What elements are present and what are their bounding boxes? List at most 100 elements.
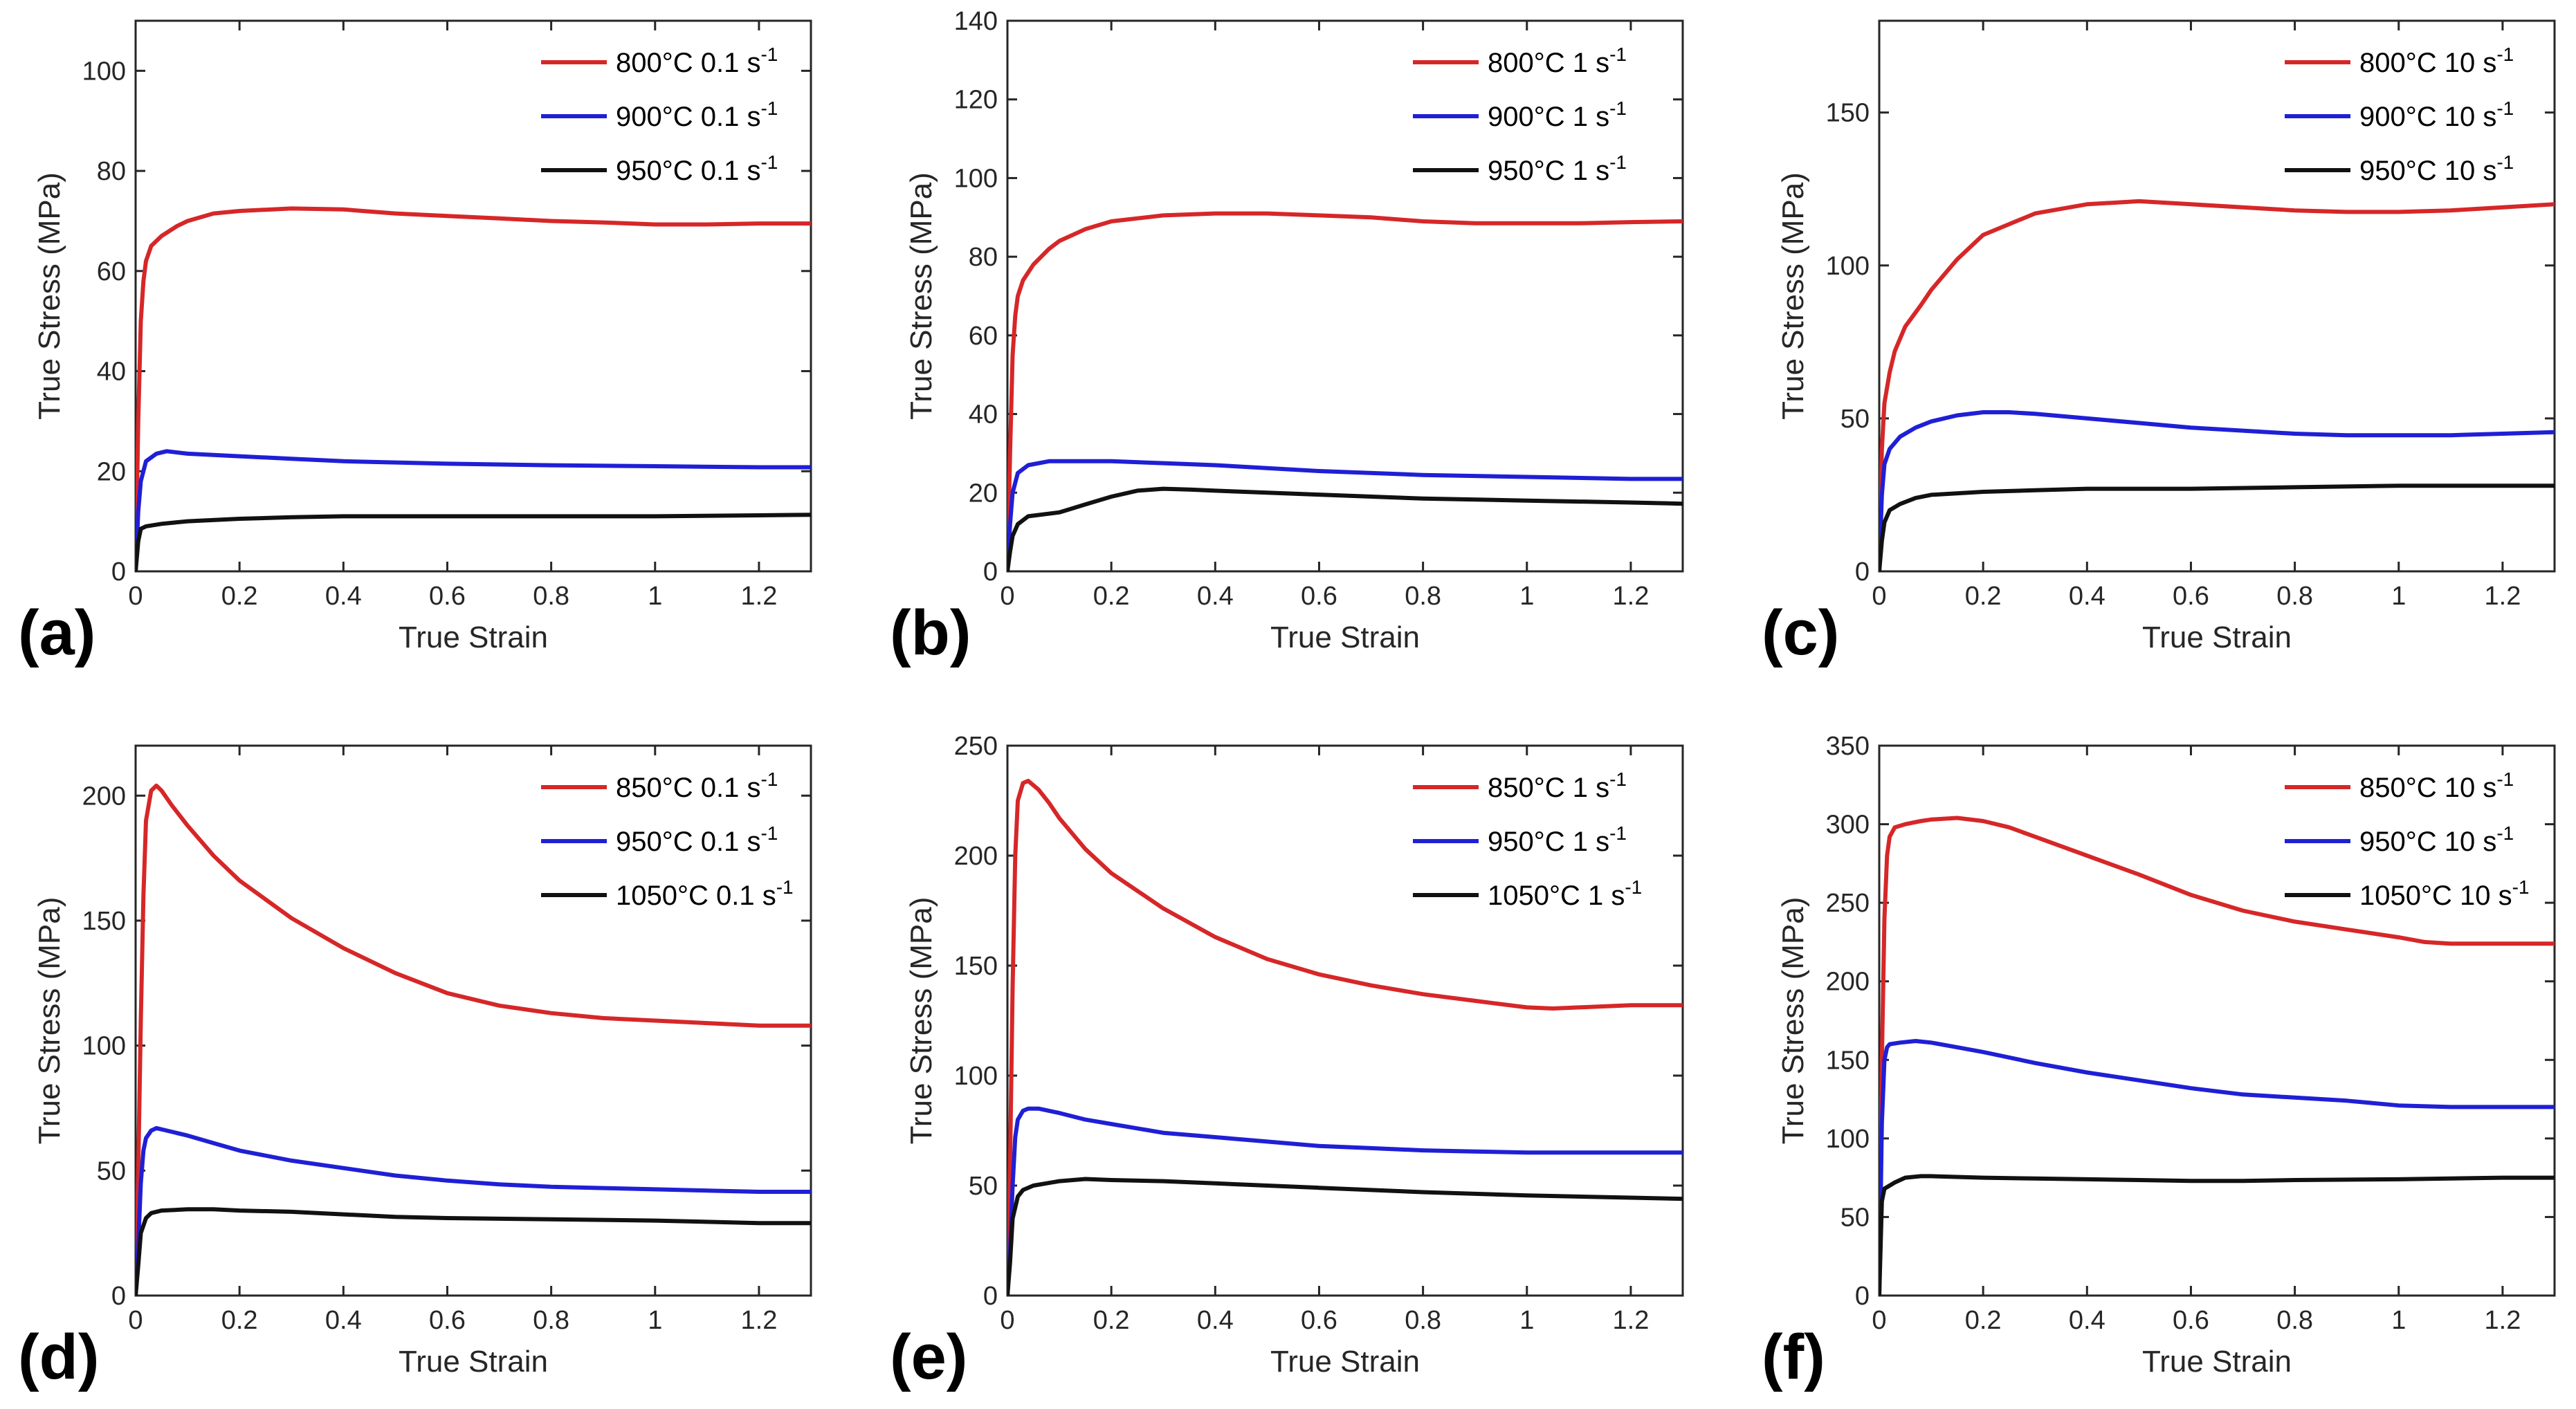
legend-exponent: -1 (2496, 768, 2514, 790)
y-tick-label: 150 (82, 907, 126, 936)
plot-area (1878, 19, 2556, 573)
panel-b: 0 0.2 0.4 0.6 0.8 1 1.2 0 20 40 60 80 100 120 140 True … (890, 7, 1684, 668)
x-tick-label: 0.8 (533, 1306, 569, 1335)
y-tick-label: 100 (954, 164, 998, 193)
y-tick-label: 40 (97, 358, 126, 387)
legend-label: 900°C 10 s-1 (2359, 98, 2514, 132)
x-tick-label: 1.2 (2485, 1306, 2521, 1335)
series-line-red (1879, 199, 2555, 571)
legend-label: 800°C 1 s-1 (1488, 44, 1627, 78)
x-tick-label: 0.8 (533, 582, 569, 611)
y-tick-label: 0 (983, 558, 998, 587)
series-line-red (1007, 211, 1683, 571)
legend-label: 950°C 0.1 s-1 (616, 151, 778, 186)
x-tick-label: 0.4 (1197, 1306, 1234, 1335)
legend-label: 850°C 10 s-1 (2359, 768, 2514, 803)
x-tick-label: 1 (2391, 1306, 2406, 1335)
x-tick-label: 0.6 (1301, 1306, 1337, 1335)
y-tick-label: 100 (954, 1062, 998, 1091)
legend-exponent: -1 (760, 98, 778, 119)
legend-label: 950°C 0.1 s-1 (616, 822, 778, 857)
x-tick-label: 0.6 (429, 582, 466, 611)
legend-label: 800°C 0.1 s-1 (616, 44, 778, 78)
legend-text: 850°C 10 s (2359, 773, 2496, 803)
legend-exponent: -1 (1609, 98, 1627, 119)
y-tick-label: 350 (1826, 732, 1870, 761)
x-tick-label: 0.4 (2069, 1306, 2105, 1335)
legend-exponent: -1 (760, 768, 778, 790)
x-tick-label: 0.6 (2173, 582, 2209, 611)
x-tick-label: 0.2 (1965, 1306, 2002, 1335)
x-axis-title: True Strain (399, 1345, 548, 1379)
legend-exponent: -1 (1609, 768, 1627, 790)
series-line-black (1879, 1174, 2555, 1296)
series-line-blue (136, 1125, 811, 1296)
legend-exponent: -1 (2496, 822, 2514, 844)
y-tick-label: 50 (97, 1157, 126, 1186)
series-line-red (136, 206, 811, 571)
y-tick-label: 100 (1826, 252, 1870, 281)
y-tick-label: 40 (969, 400, 998, 430)
panel-label: (a) (18, 598, 95, 668)
x-tick-label: 1.2 (741, 582, 778, 611)
x-tick-label: 0.8 (1405, 1306, 1441, 1335)
panel-label: (f) (1762, 1322, 1825, 1392)
legend-text: 950°C 10 s (2359, 827, 2496, 857)
y-tick-label: 100 (82, 1032, 126, 1061)
series-line-black (1007, 1177, 1683, 1296)
legend-exponent: -1 (1609, 44, 1627, 65)
x-axis-title: True Strain (2142, 1345, 2292, 1379)
legend-text: 1050°C 10 s (2359, 881, 2512, 911)
y-axis-title: True Stress (MPa) (904, 897, 938, 1145)
legend-label: 1050°C 10 s-1 (2359, 876, 2530, 911)
y-tick-label: 100 (1826, 1125, 1870, 1154)
plot-area (1878, 744, 2556, 1297)
y-axis-title: True Stress (MPa) (904, 172, 938, 420)
plot-area (134, 19, 812, 573)
y-tick-label: 150 (1826, 1046, 1870, 1075)
y-tick-label: 0 (983, 1282, 998, 1311)
series-line-black (136, 1207, 811, 1296)
y-tick-label: 100 (82, 57, 126, 86)
legend-label: 950°C 1 s-1 (1488, 822, 1627, 857)
y-tick-label: 0 (111, 558, 126, 587)
x-axis-title: True Strain (1270, 620, 1420, 654)
panel-d: 0 0.2 0.4 0.6 0.8 1 1.2 0 50 100 150 200 True Strain… (18, 744, 812, 1392)
y-tick-label: 50 (969, 1172, 998, 1201)
y-tick-label: 250 (954, 732, 998, 761)
legend-label: 950°C 1 s-1 (1488, 151, 1627, 186)
y-tick-label: 150 (1826, 99, 1870, 128)
y-tick-label: 50 (1840, 1203, 1870, 1232)
legend-label: 1050°C 1 s-1 (1488, 876, 1642, 911)
panel-label: (c) (1762, 598, 1839, 668)
y-tick-label: 300 (1826, 811, 1870, 840)
x-tick-label: 0.2 (221, 1306, 258, 1335)
legend-text: 950°C 0.1 s (616, 827, 760, 857)
y-tick-label: 80 (97, 157, 126, 186)
legend-label: 900°C 0.1 s-1 (616, 98, 778, 132)
y-tick-label: 250 (1826, 889, 1870, 918)
legend-exponent: -1 (760, 822, 778, 844)
legend-exponent: -1 (1609, 822, 1627, 844)
panel-f: 0 0.2 0.4 0.6 0.8 1 1.2 0 50 100 150 200 250 300 350 Tr… (1762, 732, 2556, 1392)
y-tick-label: 200 (82, 782, 126, 811)
x-tick-label: 1.2 (741, 1306, 778, 1335)
legend-text: 900°C 0.1 s (616, 102, 760, 132)
legend-exponent: -1 (2496, 151, 2514, 173)
y-tick-label: 60 (97, 257, 126, 286)
x-tick-label: 1 (1519, 582, 1534, 611)
series-line-blue (136, 449, 811, 571)
series-line-black (136, 513, 811, 571)
series-line-blue (1879, 410, 2555, 571)
x-tick-label: 0.6 (1301, 582, 1337, 611)
legend-label: 800°C 10 s-1 (2359, 44, 2514, 78)
x-axis-title: True Strain (1270, 1345, 1420, 1379)
legend-exponent: -1 (760, 44, 778, 65)
x-axis-title: True Strain (399, 620, 548, 654)
x-tick-label: 0.8 (2276, 1306, 2313, 1335)
x-tick-label: 0 (1872, 582, 1886, 611)
